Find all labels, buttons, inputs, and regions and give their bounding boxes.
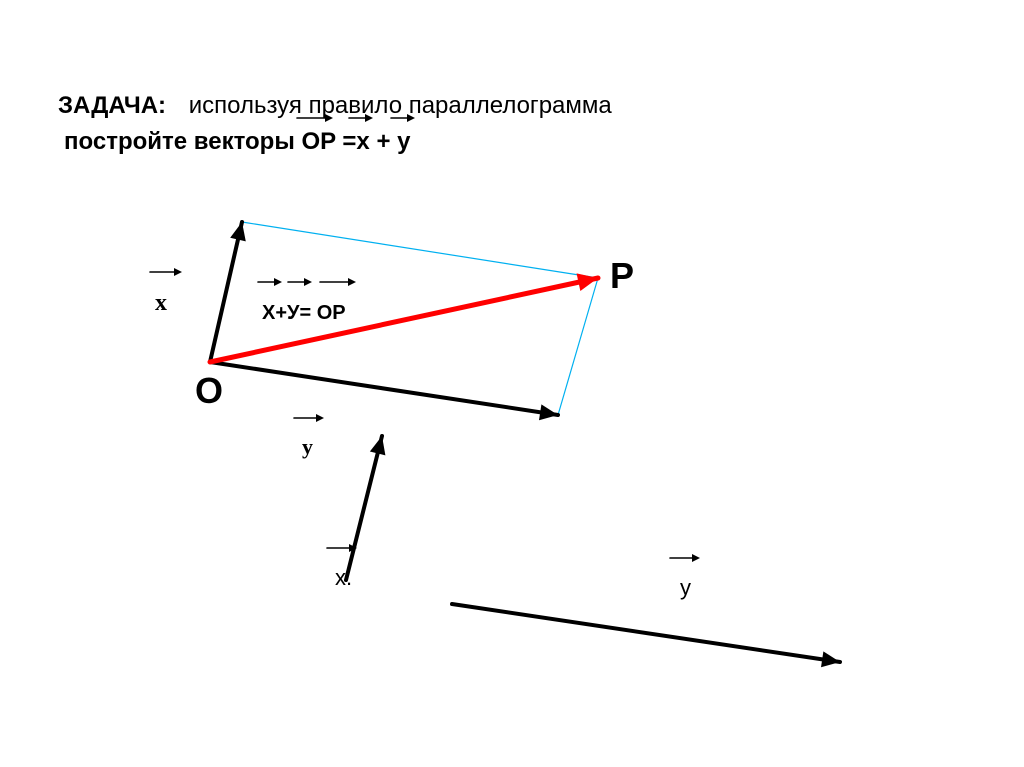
label-y-lower: y [680, 575, 691, 601]
label-P: P [610, 255, 634, 297]
label-O: O [195, 370, 223, 412]
stage: ЗАДАЧА: используя правило параллелограмм… [0, 0, 1024, 767]
label-y-below: y [302, 434, 313, 460]
label-xy-op: Х+У= OP [262, 302, 346, 325]
label-x-left: x [155, 290, 167, 317]
label-x-lower: x. [335, 565, 352, 591]
diagram-svg [0, 0, 1024, 767]
